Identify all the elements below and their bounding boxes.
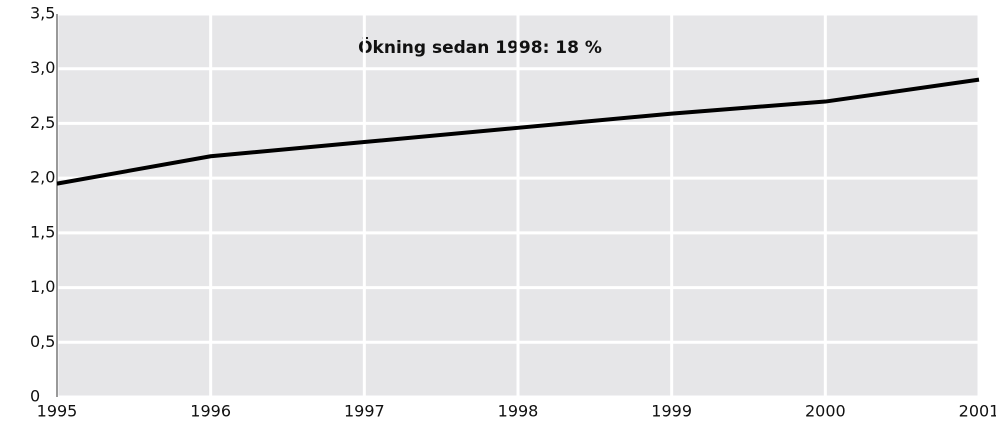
y-tick-label: 0	[30, 387, 40, 406]
y-tick-label: 0,5	[30, 332, 55, 351]
y-tick-label: 2,5	[30, 113, 55, 132]
line-series	[56, 77, 980, 186]
x-tick-label: 2001	[959, 402, 996, 421]
x-tick-label: 1999	[651, 402, 692, 421]
y-tick-label: 2,0	[30, 168, 55, 187]
y-tick-label: 3,5	[30, 4, 55, 23]
x-tick-label: 1995	[37, 402, 78, 421]
x-tick-label: 1996	[190, 402, 231, 421]
x-tick-label: 1998	[498, 402, 539, 421]
y-tick-label: 1,5	[30, 222, 55, 241]
x-tick-label: 1997	[344, 402, 385, 421]
annotation: Ökning sedan 1998: 18 %	[358, 36, 602, 58]
y-tick-label: 3,0	[30, 58, 55, 77]
x-tick-label: 2000	[805, 402, 846, 421]
y-tick-label: 1,0	[30, 277, 55, 296]
